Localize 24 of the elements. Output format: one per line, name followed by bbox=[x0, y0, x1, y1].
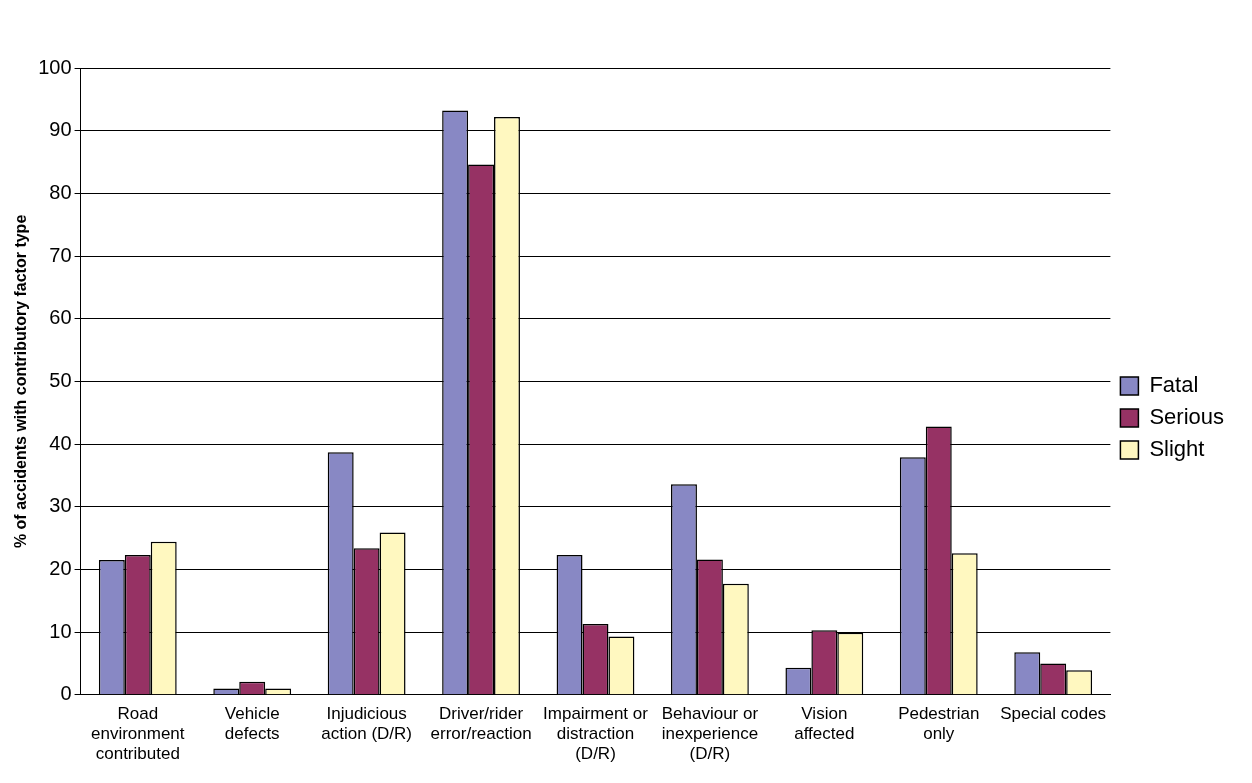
y-tick-label: 100 bbox=[38, 55, 72, 78]
y-tick-label: 40 bbox=[49, 431, 72, 454]
y-axis-title: % of accidents with contributory factor type bbox=[12, 214, 30, 549]
legend-label: Fatal bbox=[1149, 372, 1199, 398]
x-tick-label: Vehicle defects bbox=[224, 703, 280, 744]
legend-label: Slight bbox=[1149, 436, 1205, 462]
y-tick-label: 30 bbox=[49, 494, 72, 517]
x-tick-label: Driver/rider error/reaction bbox=[430, 703, 532, 744]
y-tick-label: 10 bbox=[49, 619, 72, 642]
x-tick-label: Special codes bbox=[1000, 703, 1107, 723]
x-tick-label: Behaviour or inexperience (D/R) bbox=[661, 703, 759, 764]
y-tick-label: 60 bbox=[49, 306, 72, 329]
y-tick-label: 0 bbox=[60, 682, 72, 705]
legend-label: Serious bbox=[1149, 404, 1224, 430]
x-tick-label: Road environment contributed bbox=[91, 703, 185, 764]
x-tick-label: Vision affected bbox=[794, 703, 855, 744]
y-tick-label: 90 bbox=[49, 118, 72, 141]
x-tick-label: Pedestrian only bbox=[898, 703, 980, 744]
y-tick-label: 70 bbox=[49, 243, 72, 266]
x-tick-label: Injudicious action (D/R) bbox=[321, 703, 412, 744]
y-tick-label: 80 bbox=[49, 180, 72, 203]
y-tick-label: 50 bbox=[49, 368, 72, 391]
x-tick-label: Impairment or distraction (D/R) bbox=[543, 703, 649, 764]
y-tick-label: 20 bbox=[49, 556, 72, 579]
